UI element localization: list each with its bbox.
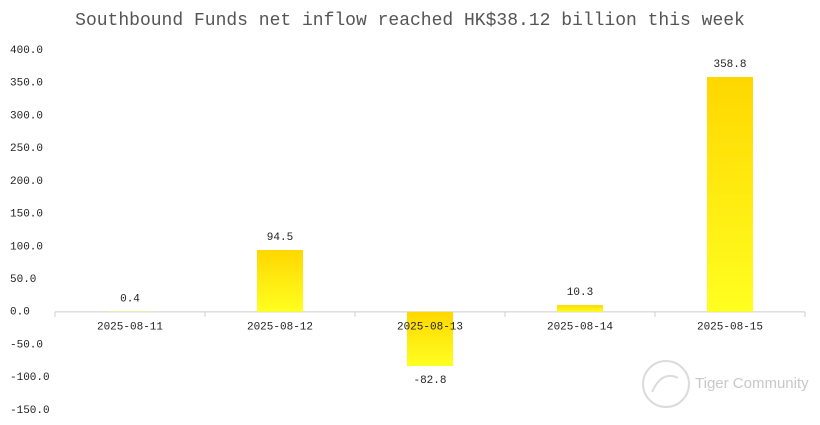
y-tick-label: 400.0: [10, 45, 43, 57]
y-tick-label: -150.0: [10, 405, 50, 417]
x-tick-label: 2025-08-11: [97, 322, 163, 334]
y-tick-label: 200.0: [10, 176, 43, 188]
y-tick-label: 100.0: [10, 241, 43, 253]
x-tick-label: 2025-08-15: [697, 322, 763, 334]
watermark-logo: [642, 360, 690, 408]
bar: [257, 249, 303, 312]
x-tick-label: 2025-08-12: [247, 322, 313, 334]
y-tick-label: 350.0: [10, 78, 43, 90]
bar: [707, 76, 753, 312]
chart-title: Southbound Funds net inflow reached HK$3…: [75, 11, 745, 31]
x-tick-label: 2025-08-13: [397, 322, 463, 334]
y-tick-label: -50.0: [10, 339, 43, 351]
y-tick-label: 150.0: [10, 209, 43, 221]
y-tick-label: 0.0: [10, 307, 30, 319]
data-label: 358.8: [713, 59, 746, 71]
watermark: Tiger Community: [695, 375, 809, 392]
data-label: -82.8: [413, 375, 446, 387]
data-label: 94.5: [267, 232, 293, 244]
y-tick-label: 250.0: [10, 143, 43, 155]
data-label: 0.4: [120, 293, 140, 305]
bar: [557, 305, 603, 312]
data-label: 10.3: [567, 287, 593, 299]
y-tick-label: -100.0: [10, 372, 50, 384]
x-tick-label: 2025-08-14: [547, 322, 613, 334]
y-tick-label: 300.0: [10, 110, 43, 122]
y-tick-label: 50.0: [10, 274, 36, 286]
bar: [407, 311, 453, 367]
